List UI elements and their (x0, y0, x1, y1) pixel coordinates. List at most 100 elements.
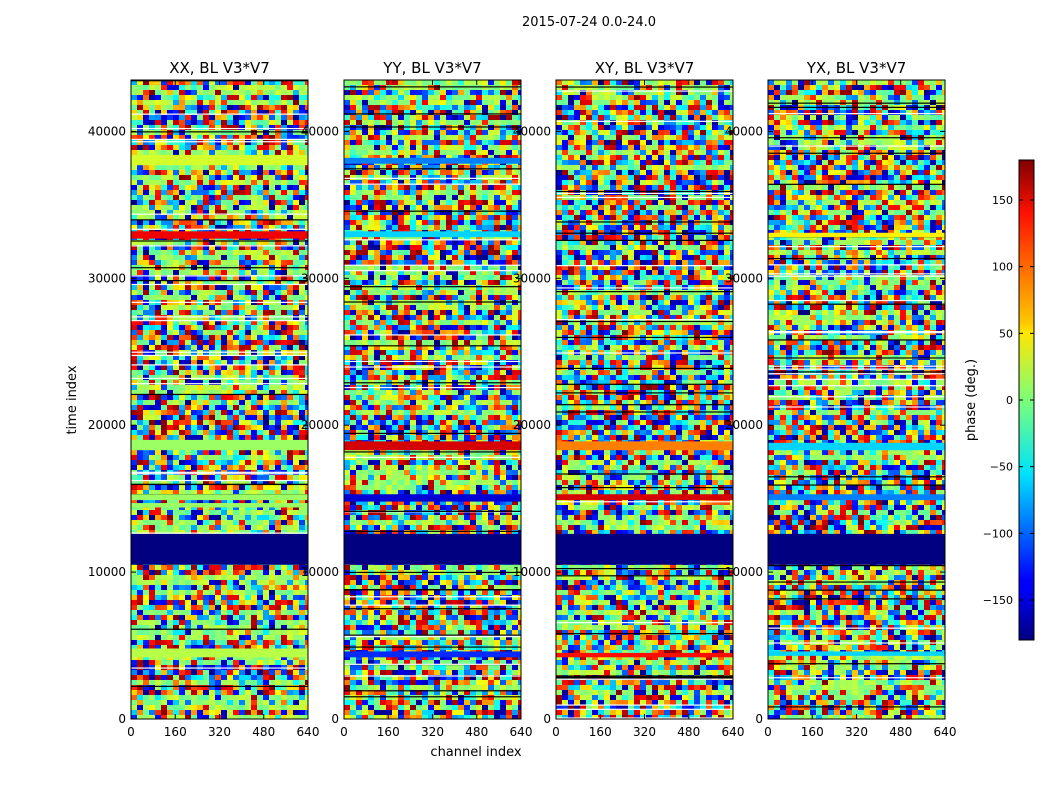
heatmap-cell (143, 400, 149, 405)
heatmap-cell (392, 140, 398, 145)
heatmap-cell (191, 240, 197, 245)
heatmap-cell (257, 645, 263, 650)
heatmap-cell (257, 695, 263, 700)
heatmap-cell (203, 130, 209, 135)
heatmap-cell (191, 360, 197, 365)
heatmap-cell (293, 380, 299, 385)
heatmap-cell (269, 565, 275, 570)
heatmap-cell (281, 115, 287, 120)
heatmap-cell (167, 685, 173, 690)
heatmap-cell (173, 315, 179, 320)
heatmap-cell (167, 310, 173, 315)
heatmap-cell (281, 395, 287, 400)
heatmap-cell (233, 240, 239, 245)
heatmap-cell (245, 395, 251, 400)
heatmap-cell (464, 240, 470, 245)
gap-line (131, 219, 308, 221)
heatmap-cell (245, 355, 251, 360)
heatmap-cell (263, 610, 269, 615)
heatmap-cell (251, 395, 257, 400)
heatmap-cell (293, 115, 299, 120)
heatmap-cell (281, 570, 287, 575)
heatmap-cell (404, 105, 410, 110)
heatmap-cell (197, 705, 203, 710)
heatmap-cell (500, 220, 506, 225)
heatmap-cell (179, 260, 185, 265)
heatmap-cell (356, 255, 362, 260)
heatmap-cell (251, 240, 257, 245)
heatmap-cell (131, 410, 137, 415)
heatmap-cell (287, 505, 293, 510)
heatmap-cell (185, 700, 191, 705)
heatmap-cell (293, 125, 299, 130)
heatmap-cell (221, 360, 227, 365)
heatmap-cell (203, 520, 209, 525)
heatmap-band (131, 231, 308, 239)
heatmap-cell (149, 255, 155, 260)
heatmap-cell (305, 370, 308, 375)
heatmap-cell (368, 220, 374, 225)
heatmap-cell (227, 565, 233, 570)
heatmap-cell (356, 155, 362, 160)
heatmap-cell (275, 200, 281, 205)
heatmap-cell (167, 635, 173, 640)
heatmap-cell (293, 325, 299, 330)
heatmap-cell (179, 360, 185, 365)
heatmap-cell (149, 315, 155, 320)
heatmap-cell (233, 185, 239, 190)
heatmap-cell (209, 695, 215, 700)
heatmap-cell (281, 685, 287, 690)
heatmap-cell (215, 215, 221, 220)
heatmap-cell (215, 260, 221, 265)
heatmap-cell (143, 110, 149, 115)
heatmap-cell (131, 420, 137, 425)
heatmap-cell (488, 190, 494, 195)
heatmap-cell (221, 475, 227, 480)
heatmap-cell (191, 250, 197, 255)
heatmap-cell (191, 415, 197, 420)
heatmap-cell (263, 135, 269, 140)
heatmap-cell (173, 215, 179, 220)
heatmap-cell (356, 200, 362, 205)
heatmap-cell (518, 100, 521, 105)
heatmap-cell (143, 190, 149, 195)
heatmap-cell (398, 255, 404, 260)
heatmap-cell (143, 625, 149, 630)
heatmap-cell (275, 410, 281, 415)
heatmap-cell (179, 670, 185, 675)
heatmap-cell (299, 270, 305, 275)
heatmap-cell (209, 370, 215, 375)
heatmap-cell (173, 530, 179, 535)
heatmap-cell (410, 225, 416, 230)
heatmap-cell (185, 620, 191, 625)
heatmap-cell (488, 95, 494, 100)
heatmap-cell (287, 660, 293, 665)
heatmap-cell (239, 485, 245, 490)
heatmap-cell (251, 370, 257, 375)
heatmap-cell (422, 205, 428, 210)
heatmap-cell (203, 425, 209, 430)
heatmap-cell (203, 485, 209, 490)
heatmap-cell (263, 210, 269, 215)
heatmap-cell (137, 135, 143, 140)
heatmap-cell (155, 420, 161, 425)
heatmap-cell (227, 200, 233, 205)
heatmap-cell (269, 280, 275, 285)
heatmap-cell (221, 690, 227, 695)
heatmap-cell (197, 700, 203, 705)
heatmap-cell (203, 660, 209, 665)
heatmap-cell (374, 80, 380, 85)
heatmap-cell (191, 285, 197, 290)
heatmap-cell (209, 565, 215, 570)
heatmap-cell (500, 225, 506, 230)
heatmap-cell (293, 110, 299, 115)
heatmap-cell (386, 190, 392, 195)
heatmap-cell (518, 250, 521, 255)
heatmap-cell (203, 680, 209, 685)
heatmap-cell (263, 110, 269, 115)
heatmap-cell (263, 95, 269, 100)
heatmap-cell (179, 710, 185, 715)
heatmap-cell (275, 695, 281, 700)
heatmap-cell (374, 200, 380, 205)
heatmap-cell (131, 700, 137, 705)
